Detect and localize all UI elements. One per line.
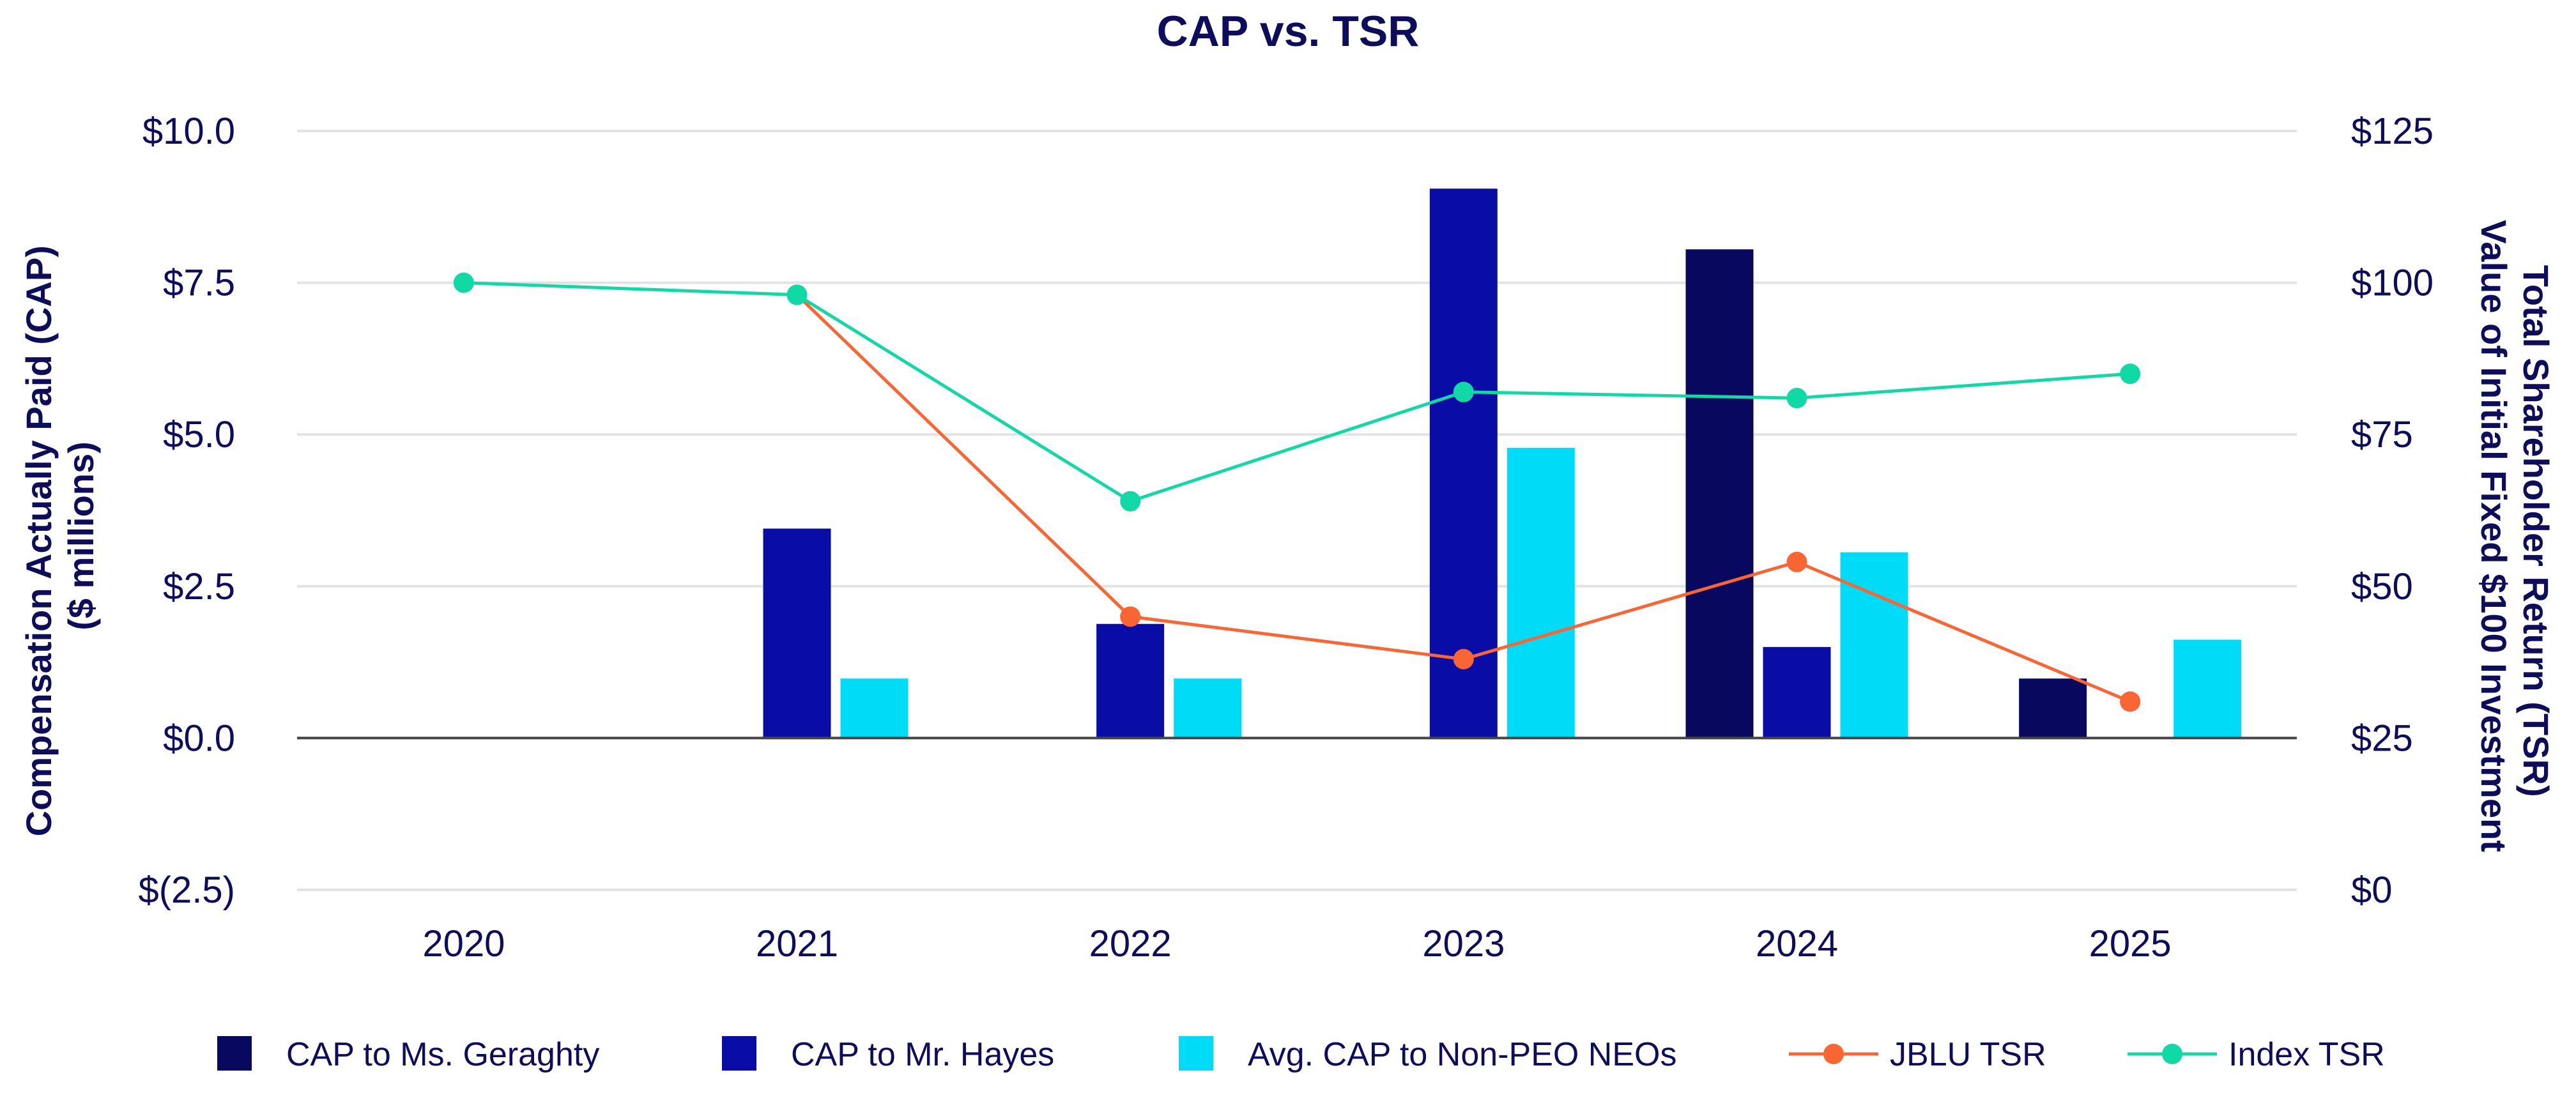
bar xyxy=(763,528,831,738)
series-point xyxy=(2120,691,2141,712)
series-line xyxy=(463,281,2131,503)
bar xyxy=(1840,552,1908,738)
left-tick-label: $2.5 xyxy=(163,566,235,607)
bar xyxy=(2019,678,2087,738)
right-tick-label: $125 xyxy=(2351,111,2434,152)
legend-swatch xyxy=(217,1036,252,1071)
right-axis-title-line2: Value of Initial Fixed $100 Investment xyxy=(2474,220,2514,852)
left-axis-title-line1: Compensation Actually Paid (CAP) xyxy=(19,245,59,836)
series-point xyxy=(2120,363,2141,385)
legend-marker xyxy=(2162,1044,2182,1064)
legend-label: JBLU TSR xyxy=(1890,1036,2046,1073)
legend-label: Index TSR xyxy=(2228,1036,2385,1073)
right-tick-label: $25 xyxy=(2351,717,2413,759)
x-axis-ticks: 2020 2021 2022 2023 2024 2025 xyxy=(422,923,2171,965)
series-point xyxy=(453,272,474,293)
bar xyxy=(840,678,908,738)
x-tick-label: 2022 xyxy=(1089,923,1172,965)
left-tick-label: $5.0 xyxy=(163,414,235,455)
legend-swatch xyxy=(1179,1036,1213,1071)
bar xyxy=(1763,646,1831,738)
series-point xyxy=(1120,491,1141,512)
left-tick-label: $(2.5) xyxy=(138,869,235,911)
x-tick-label: 2025 xyxy=(2089,923,2172,965)
legend-label: Avg. CAP to Non-PEO NEOs xyxy=(1248,1036,1676,1073)
x-tick-label: 2020 xyxy=(422,923,505,965)
gridlines xyxy=(297,130,2297,891)
legend-swatch xyxy=(722,1036,756,1071)
legend-label: CAP to Mr. Hayes xyxy=(791,1036,1054,1073)
right-tick-label: $50 xyxy=(2351,566,2413,607)
right-axis-title: Total Shareholder Return (TSR) Value of … xyxy=(2474,220,2556,852)
right-axis-title-line1: Total Shareholder Return (TSR) xyxy=(2516,265,2556,797)
legend-marker xyxy=(1823,1044,1844,1064)
right-tick-label: $0 xyxy=(2351,869,2393,911)
left-axis-title-line2: ($ millions) xyxy=(61,441,101,630)
legend-label: CAP to Ms. Geraghty xyxy=(286,1036,599,1073)
left-tick-label: $0.0 xyxy=(163,717,235,759)
bar xyxy=(2174,639,2242,738)
chart-title: CAP vs. TSR xyxy=(1157,7,1420,56)
series-point xyxy=(1786,388,1807,409)
bar xyxy=(1096,623,1165,738)
series-point xyxy=(1453,648,1474,669)
left-tick-label: $7.5 xyxy=(163,263,235,304)
right-axis-ticks: $125 $100 $75 $50 $25 $0 xyxy=(2351,111,2434,911)
right-tick-label: $100 xyxy=(2351,263,2434,304)
bar xyxy=(1506,448,1575,738)
left-axis-ticks: $10.0 $7.5 $5.0 $2.5 $0.0 $(2.5) xyxy=(138,111,235,911)
left-tick-label: $10.0 xyxy=(142,111,235,152)
series-point xyxy=(1120,606,1141,627)
right-tick-label: $75 xyxy=(2351,414,2413,455)
left-axis-title: Compensation Actually Paid (CAP) ($ mill… xyxy=(19,236,101,837)
bar xyxy=(1429,188,1498,738)
legend: CAP to Ms. Geraghty CAP to Mr. Hayes Avg. … xyxy=(217,1036,2385,1073)
x-tick-label: 2024 xyxy=(1756,923,1838,965)
series-point xyxy=(786,284,808,305)
tsr-lines xyxy=(453,272,2141,712)
x-tick-label: 2021 xyxy=(756,923,838,965)
bar xyxy=(1174,678,1242,738)
series-point xyxy=(1453,381,1474,402)
series-point xyxy=(1786,551,1807,572)
bar xyxy=(1685,249,1754,738)
x-tick-label: 2023 xyxy=(1422,923,1505,965)
bars xyxy=(763,188,2242,738)
